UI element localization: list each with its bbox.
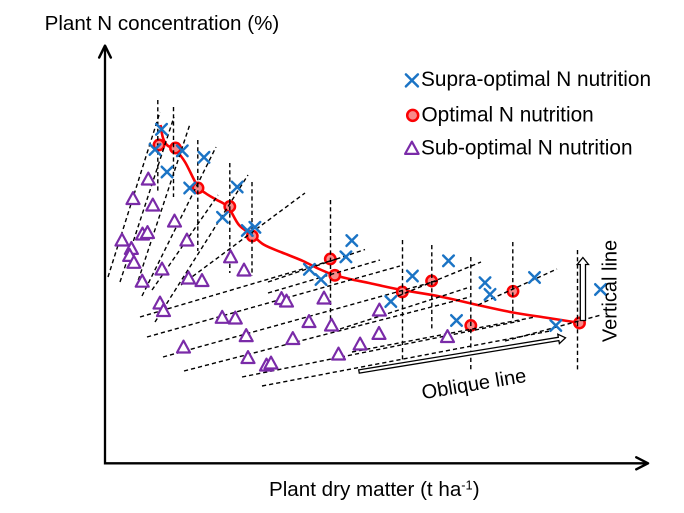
svg-text:Vertical line: Vertical line bbox=[600, 240, 622, 342]
svg-text:Plant dry matter (t ha-1): Plant dry matter (t ha-1) bbox=[269, 478, 480, 502]
svg-text:Sub-optimal N nutrition: Sub-optimal N nutrition bbox=[421, 136, 633, 159]
svg-text:Optimal N nutrition: Optimal N nutrition bbox=[422, 103, 594, 126]
svg-text:Plant N concentration (%): Plant N concentration (%) bbox=[45, 12, 280, 35]
svg-text:Supra-optimal N nutrition: Supra-optimal N nutrition bbox=[421, 68, 651, 91]
